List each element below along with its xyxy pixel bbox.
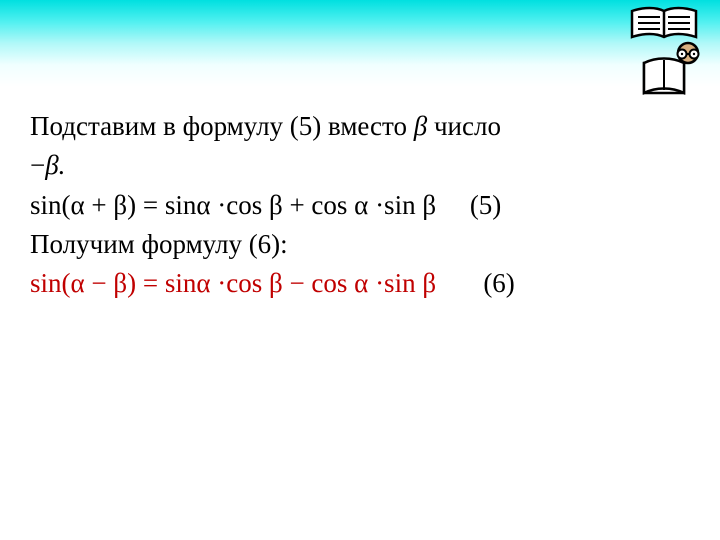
formula-5: sin(α + β) = sinα ·cos β + cos α ·sin β [30,190,436,220]
text-intro: Подставим в формулу (5) вместо [30,111,414,141]
line-2: −β. [30,147,680,184]
ref-6: (6) [483,268,514,298]
book-reader-icon [622,5,706,97]
formula-6: sin(α − β) = sinα ·cos β − cos α ·sin β [30,268,436,298]
line-4: Получим формулу (6): [30,226,680,263]
line-5: sin(α − β) = sinα ·cos β − cos α ·sin β … [30,265,680,302]
line-1: Подставим в формулу (5) вместо β число [30,108,680,145]
minus-sign: − [30,150,45,180]
text-tail: число [427,111,501,141]
beta-symbol: β [414,111,427,141]
ref-5: (5) [470,190,501,220]
line-3: sin(α + β) = sinα ·cos β + cos α ·sin β … [30,187,680,224]
slide: Подставим в формулу (5) вместо β число −… [0,0,720,540]
slide-body: Подставим в формулу (5) вместо β число −… [30,108,680,304]
minus-beta: β. [45,150,65,180]
text-result: Получим формулу (6): [30,229,288,259]
